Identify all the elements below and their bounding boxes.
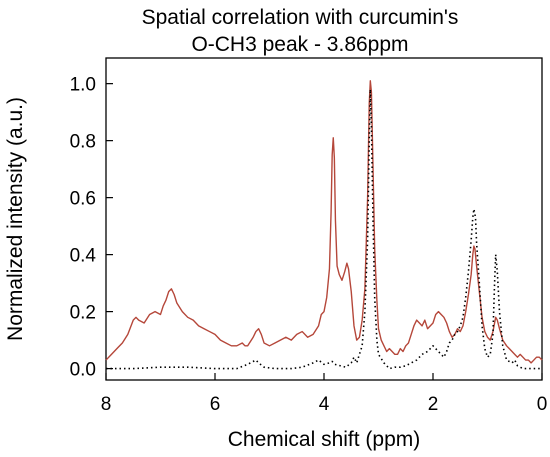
series-layer (105, 80, 543, 370)
x-tick-label: 0 (537, 394, 548, 415)
y-tick-label: 0.2 (70, 303, 96, 324)
plot-area-frame (105, 57, 543, 381)
x-tick-label: 2 (428, 394, 439, 415)
chart-title-line-1: Spatial correlation with curcumin's (142, 6, 459, 29)
x-axis-label: Chemical shift (ppm) (228, 428, 421, 451)
y-tick-label: 0.4 (70, 246, 97, 267)
series-dotted-line (106, 88, 542, 370)
x-tick-label: 8 (101, 394, 112, 415)
chart-title-line-2: O-CH3 peak - 3.86ppm (191, 33, 408, 56)
series-solid-line (105, 80, 543, 364)
y-axis: 0.0 0.2 0.4 0.6 0.8 1.0 (70, 75, 113, 381)
x-tick-label: 6 (210, 394, 221, 415)
y-tick-label: 0.8 (70, 132, 96, 153)
x-tick-label: 4 (319, 394, 330, 415)
y-tick-label: 0.6 (70, 189, 96, 210)
y-axis-label: Normalized intensity (a.u.) (4, 97, 27, 341)
x-axis: 8 6 4 2 0 (101, 373, 548, 415)
y-tick-label: 1.0 (70, 75, 96, 96)
y-tick-label: 0.0 (70, 360, 96, 381)
